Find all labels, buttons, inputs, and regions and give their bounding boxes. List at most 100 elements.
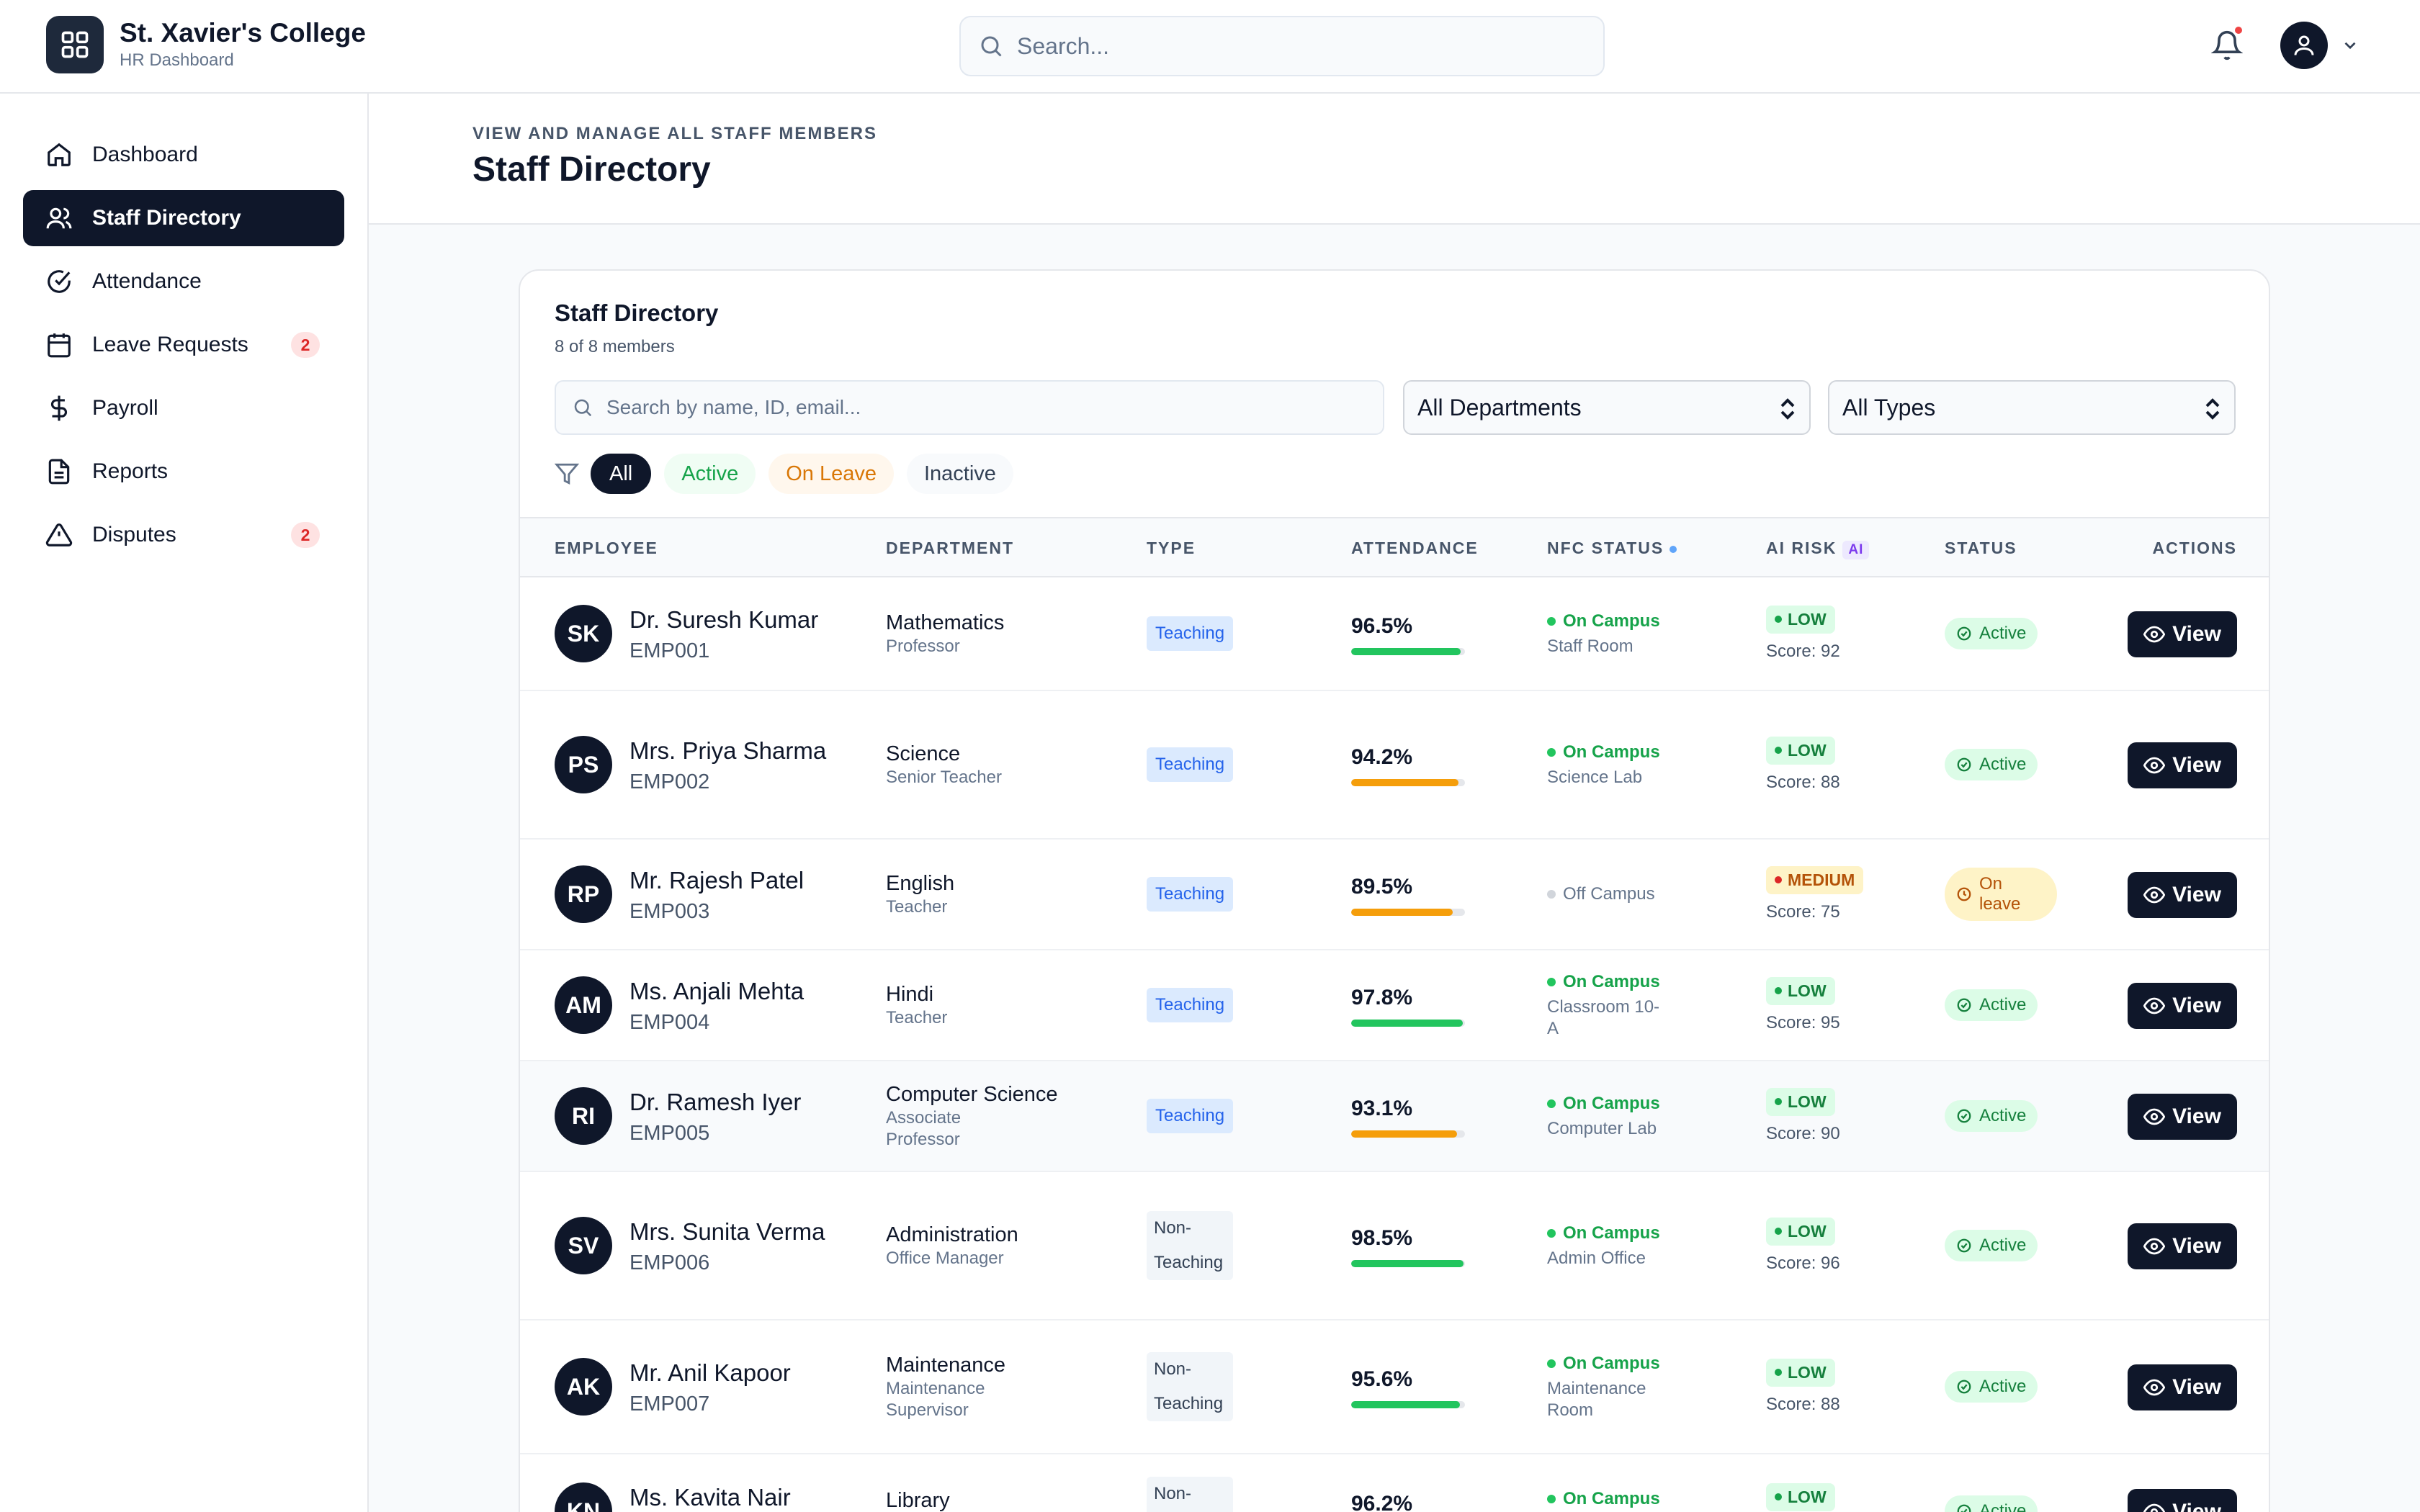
department-name: Hindi: [886, 983, 934, 1006]
view-button-label: View: [2172, 622, 2221, 646]
chip-active[interactable]: Active: [664, 454, 756, 494]
risk-badge: LOW: [1766, 736, 1835, 765]
notifications-button[interactable]: [2211, 24, 2247, 65]
chip-inactive[interactable]: Inactive: [906, 454, 1013, 494]
column-department[interactable]: DEPARTMENT: [886, 539, 1015, 557]
nfc-location: Staff Room: [1547, 636, 1634, 656]
attendance-bar: [1351, 1130, 1465, 1138]
status-cell: Active: [1945, 1320, 2038, 1453]
view-button[interactable]: View: [2128, 611, 2237, 657]
type-cell: Non-Teaching: [1147, 1320, 1233, 1453]
chip-on-leave[interactable]: On Leave: [768, 454, 894, 494]
calendar-icon: [45, 330, 73, 359]
department-name: English: [886, 872, 955, 895]
view-button[interactable]: View: [2128, 742, 2237, 788]
user-menu[interactable]: [2280, 22, 2360, 69]
sidebar-item-staff-directory[interactable]: Staff Directory: [23, 190, 344, 246]
type-cell: Teaching: [1147, 950, 1234, 1060]
employee-name[interactable]: Mr. Rajesh Patel: [629, 866, 805, 894]
sidebar-item-payroll[interactable]: Payroll: [23, 380, 344, 436]
chip-all[interactable]: All: [591, 454, 652, 494]
status-label: Active: [1979, 1377, 2027, 1396]
type-badge: Teaching: [1147, 988, 1234, 1022]
employee-name[interactable]: Dr. Ramesh Iyer: [629, 1088, 802, 1115]
type-badge: Non-Teaching: [1147, 1211, 1233, 1280]
attendance-bar: [1351, 779, 1465, 786]
sidebar-item-leave-requests[interactable]: Leave Requests 2: [23, 317, 344, 373]
view-button[interactable]: View: [2128, 1489, 2237, 1512]
nfc-status: On Campus: [1547, 610, 1660, 633]
column-status[interactable]: STATUS: [1945, 539, 2017, 557]
brand[interactable]: St. Xavier's College HR Dashboard: [46, 16, 366, 73]
sidebar-item-label: Leave Requests: [92, 333, 248, 356]
employee-name[interactable]: Ms. Anjali Mehta: [629, 977, 805, 1004]
sidebar-item-reports[interactable]: Reports: [23, 444, 344, 500]
sidebar-item-dashboard[interactable]: Dashboard: [23, 127, 344, 183]
table-row[interactable]: RP Mr. Rajesh Patel EMP003 English Teach…: [520, 840, 2269, 950]
risk-level: LOW: [1788, 1221, 1827, 1241]
table-row[interactable]: KN Ms. Kavita Nair EMP008 Library Librar…: [520, 1454, 2269, 1512]
employee-cell: AK Mr. Anil Kapoor EMP007: [555, 1320, 857, 1453]
view-button[interactable]: View: [2128, 1094, 2237, 1140]
column-employee[interactable]: EMPLOYEE: [555, 539, 658, 557]
status-badge: Active: [1945, 989, 2038, 1021]
table-row[interactable]: SV Mrs. Sunita Verma EMP006 Administrati…: [520, 1172, 2269, 1320]
attendance-bar-fill: [1351, 648, 1461, 655]
home-icon: [45, 140, 73, 169]
department-role: Professor: [886, 636, 960, 656]
employee-name[interactable]: Mrs. Sunita Verma: [629, 1218, 825, 1245]
department-select-value: All Departments: [1417, 394, 1582, 420]
status-cell: Active: [1945, 1061, 2038, 1171]
view-button-label: View: [2172, 883, 2221, 906]
column-attendance[interactable]: ATTENDANCE: [1351, 539, 1479, 557]
type-cell: Teaching: [1147, 577, 1234, 690]
nfc-cell: Off Campus: [1547, 840, 1655, 949]
column-type[interactable]: TYPE: [1147, 539, 1196, 557]
view-button[interactable]: View: [2128, 872, 2237, 918]
risk-cell: LOW Score: 91: [1766, 1454, 1840, 1512]
employee-name[interactable]: Dr. Suresh Kumar: [629, 606, 819, 633]
employee-id: EMP003: [629, 899, 710, 923]
risk-badge: LOW: [1766, 1217, 1835, 1246]
risk-badge: LOW: [1766, 1358, 1835, 1387]
nfc-status-label: On Campus: [1563, 1354, 1660, 1373]
nfc-location: Classroom 10-A: [1547, 997, 1660, 1038]
type-badge: Non-Teaching: [1147, 1477, 1233, 1512]
staff-search-box[interactable]: [555, 380, 1384, 435]
table-row[interactable]: RI Dr. Ramesh Iyer EMP005 Computer Scien…: [520, 1061, 2269, 1172]
employee-cell: SK Dr. Suresh Kumar EMP001: [555, 577, 857, 690]
view-button[interactable]: View: [2128, 983, 2237, 1029]
status-badge: Active: [1945, 1100, 2038, 1132]
risk-score: Score: 88: [1766, 1394, 1840, 1414]
avatar: RI: [555, 1087, 612, 1145]
user-avatar: [2280, 22, 2328, 69]
avatar: AK: [555, 1358, 612, 1416]
attendance-value: 93.1%: [1351, 1097, 1413, 1120]
column-nfc-status[interactable]: NFC STATUS: [1547, 539, 1677, 558]
table-row[interactable]: AM Ms. Anjali Mehta EMP004 Hindi Teacher…: [520, 950, 2269, 1061]
employee-name[interactable]: Ms. Kavita Nair: [629, 1483, 791, 1511]
type-cell: Non-Teaching: [1147, 1172, 1233, 1319]
risk-level: MEDIUM: [1788, 870, 1855, 889]
attendance-value: 97.8%: [1351, 986, 1413, 1009]
employee-name[interactable]: Mrs. Priya Sharma: [629, 737, 827, 764]
table-row[interactable]: AK Mr. Anil Kapoor EMP007 Maintenance Ma…: [520, 1320, 2269, 1454]
view-button[interactable]: View: [2128, 1364, 2237, 1410]
department-select[interactable]: All Departments: [1403, 380, 1811, 435]
table-row[interactable]: PS Mrs. Priya Sharma EMP002 Science Seni…: [520, 691, 2269, 840]
sidebar-item-label: Disputes: [92, 523, 176, 546]
global-search-input[interactable]: [1017, 32, 1564, 60]
sidebar-item-attendance[interactable]: Attendance: [23, 253, 344, 310]
nfc-status-dot: [1547, 1229, 1556, 1238]
type-select[interactable]: All Types: [1828, 380, 2236, 435]
column-ai-risk[interactable]: AI RISK AI: [1766, 539, 1870, 559]
employee-name[interactable]: Mr. Anil Kapoor: [629, 1359, 791, 1386]
department-cell: Computer Science Associate Professor: [886, 1061, 1124, 1171]
global-search-box[interactable]: [959, 16, 1605, 76]
view-button[interactable]: View: [2128, 1223, 2237, 1269]
staff-search-input[interactable]: [606, 396, 1370, 419]
sidebar-item-disputes[interactable]: Disputes 2: [23, 507, 344, 563]
table-row[interactable]: SK Dr. Suresh Kumar EMP001 Mathematics P…: [520, 577, 2269, 691]
attendance-cell: 96.2%: [1351, 1454, 1465, 1512]
nfc-live-dot: [1670, 545, 1677, 553]
